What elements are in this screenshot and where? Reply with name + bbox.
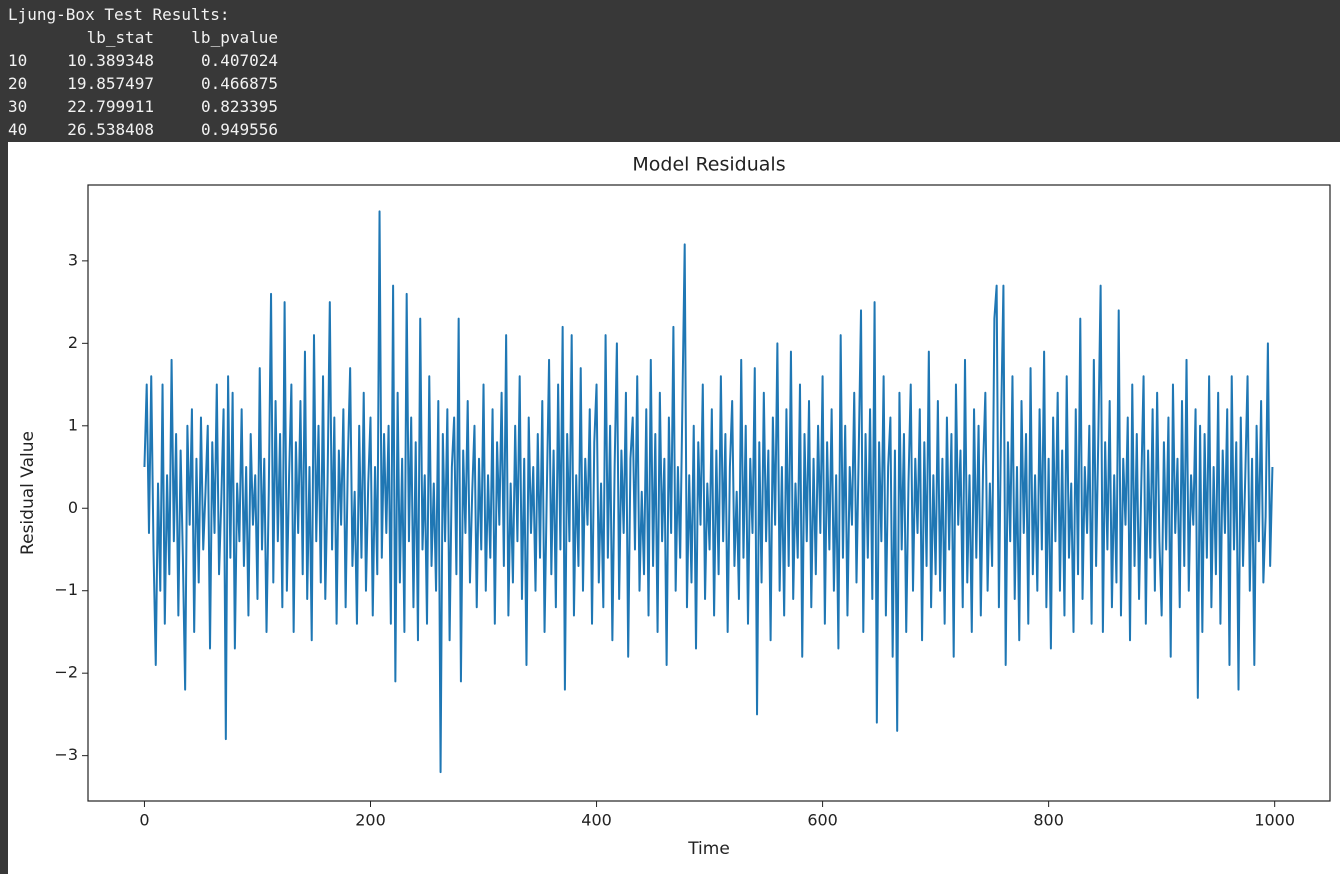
lb-stat: 19.857497 [67,74,154,93]
lb-stat: 10.389348 [67,51,154,70]
x-tick-label: 1000 [1254,811,1295,830]
lb-pvalue: 0.949556 [200,120,278,139]
column-header: lb_stat [86,28,154,47]
console-title: Ljung-Box Test Results: [8,5,230,24]
row-index: 20 [8,74,28,93]
console-output: Ljung-Box Test Results: lb_stat lb_pvalue… [0,0,1340,142]
x-tick-label: 600 [807,811,838,830]
lb-pvalue: 0.823395 [200,97,278,116]
x-tick-label: 200 [355,811,386,830]
lb-pvalue: 0.466875 [200,74,278,93]
lb-pvalue: 0.407024 [200,51,278,70]
chart-title: Model Residuals [632,154,785,176]
residual-line [143,210,1274,774]
y-tick-label: −3 [54,745,78,764]
column-header: lb_pvalue [191,28,278,47]
lb-stat: 26.538408 [67,120,154,139]
plot-frame [87,184,1331,802]
y-tick-label: 3 [68,250,78,269]
row-index: 30 [8,97,28,116]
lb-stat: 22.799911 [67,97,154,116]
y-axis-label: Residual Value [18,431,38,555]
y-tick-label: 0 [68,498,78,517]
row-index: 40 [8,120,28,139]
x-tick-label: 400 [581,811,612,830]
x-tick-label: 800 [1033,811,1064,830]
y-tick-label: −2 [54,663,78,682]
y-tick-label: 1 [68,415,78,434]
x-tick-label: 0 [139,811,149,830]
y-tick-label: −1 [54,580,78,599]
y-tick-label: 2 [68,333,78,352]
chart: Model Residuals Time Residual Value −3 −2… [8,142,1340,874]
row-index: 10 [8,51,28,70]
x-axis-label: Time [687,839,730,859]
